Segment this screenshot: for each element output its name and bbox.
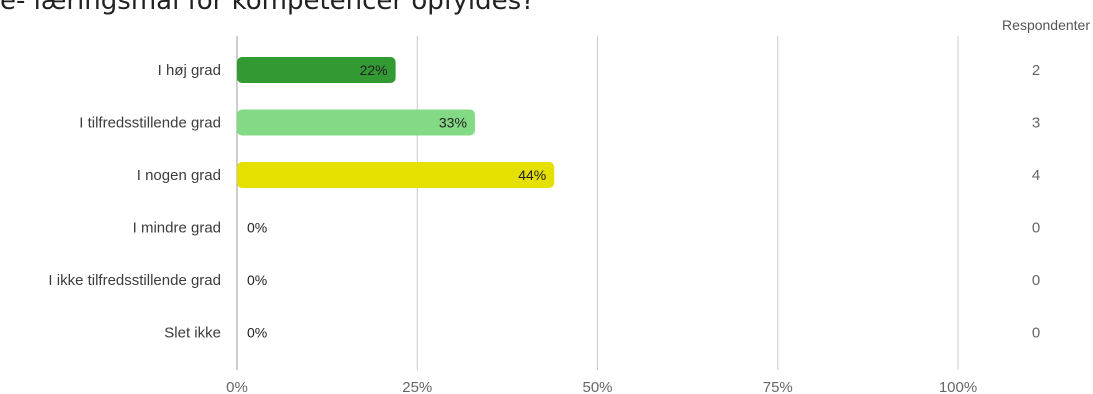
category-label: I ikke tilfredsstillende grad	[48, 272, 221, 289]
x-tick-label: 50%	[582, 379, 612, 394]
data-label: 0%	[247, 272, 267, 288]
respondent-count: 4	[1032, 167, 1040, 184]
data-label: 0%	[247, 325, 267, 341]
data-label: 0%	[247, 220, 267, 236]
category-label: Slet ikke	[164, 325, 221, 342]
category-label: I mindre grad	[133, 220, 221, 237]
x-axis-ticks: 0% 25% 50% 75% 100%	[226, 379, 977, 394]
bar	[237, 109, 475, 136]
category-label: I tilfredsstillende grad	[79, 115, 221, 132]
bar	[237, 162, 555, 188]
gridlines	[236, 36, 959, 370]
x-tick-label: 100%	[939, 379, 977, 394]
respondent-counts: Respondenter 2 3 4 0 0 0	[1002, 17, 1090, 342]
category-labels: I høj grad I tilfredsstillende grad I noge…	[48, 62, 221, 342]
x-tick-label: 75%	[763, 379, 793, 394]
respondents-header: Respondenter	[1002, 17, 1090, 33]
category-label: I høj grad	[158, 62, 221, 79]
respondent-count: 0	[1032, 220, 1040, 237]
respondent-count: 2	[1032, 62, 1040, 79]
data-label: 33%	[439, 115, 467, 131]
respondent-count: 0	[1032, 325, 1040, 342]
data-label: 44%	[518, 167, 546, 183]
bars: 22% 33% 44% 0% 0% 0%	[237, 57, 555, 341]
bar	[237, 57, 396, 83]
data-label: 22%	[360, 62, 388, 78]
category-label: I nogen grad	[137, 167, 221, 184]
respondent-count: 0	[1032, 272, 1040, 289]
x-tick-label: 25%	[402, 379, 432, 394]
respondent-count: 3	[1032, 115, 1040, 132]
x-tick-label: 0%	[226, 379, 248, 394]
page-title: e- læringsmål for kompetencer opfyldes?	[0, 0, 535, 16]
